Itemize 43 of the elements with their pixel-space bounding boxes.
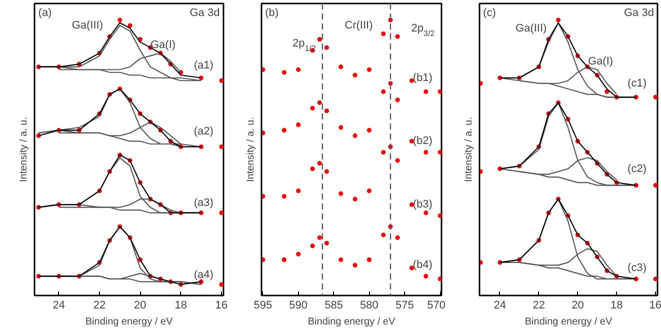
annotation: Cr(III)	[344, 20, 373, 32]
x-axis-title: Binding energy / eV	[524, 316, 612, 328]
annotation: Ga(III)	[516, 22, 547, 34]
annotation: (b4)	[412, 259, 432, 272]
text: (a)	[38, 7, 52, 20]
x-tick-label: 18	[174, 300, 187, 312]
x-tick-label: 24	[494, 300, 506, 312]
y-axis-title: Intensity / a. u.	[18, 116, 30, 182]
annotation: (a4)	[194, 268, 214, 281]
y-axis-title: Intensity / a. u.	[246, 116, 256, 182]
x-tick-label: 16	[215, 300, 228, 312]
y-axis-title: Intensity / a. u.	[464, 116, 474, 182]
x-tick-label: 22	[93, 300, 106, 312]
x-tick-label: 570	[427, 300, 446, 312]
annotation: (a2)	[194, 126, 214, 138]
annotation: (a1)	[194, 59, 214, 72]
annotation: (c2)	[628, 162, 647, 175]
annotation: Ga(III)	[72, 20, 104, 32]
annotation: (b3)	[412, 198, 432, 211]
x-tick-label: 18	[610, 300, 623, 312]
annotation: Ga(I)	[588, 55, 614, 68]
x-tick-label: 580	[360, 300, 378, 312]
x-axis-title: Binding energy / eV	[308, 316, 396, 328]
x-tick-label: 16	[649, 300, 661, 312]
x-tick-label: 20	[134, 300, 146, 312]
text: Ga 3d	[624, 7, 654, 20]
x-tick-label: 595	[254, 300, 272, 312]
annotation: Ga(I)	[150, 38, 176, 51]
annotation: (c3)	[628, 262, 647, 274]
x-tick-label: 24	[52, 300, 66, 312]
annotation: (a3)	[194, 197, 214, 210]
text: (b)	[265, 7, 279, 20]
x-tick-label: 590	[289, 300, 308, 312]
text: Ga 3d	[190, 7, 220, 20]
text: (c)	[483, 7, 496, 20]
x-tick-label: 575	[395, 300, 414, 312]
x-tick-label: 585	[324, 300, 343, 312]
x-axis-title: Binding energy / eV	[85, 316, 173, 328]
x-tick-label: 20	[572, 300, 584, 312]
x-tick-label: 22	[532, 300, 545, 312]
annotation: (c1)	[628, 77, 647, 90]
annotation: (b1)	[412, 72, 432, 84]
annotation: (b2)	[412, 135, 432, 148]
